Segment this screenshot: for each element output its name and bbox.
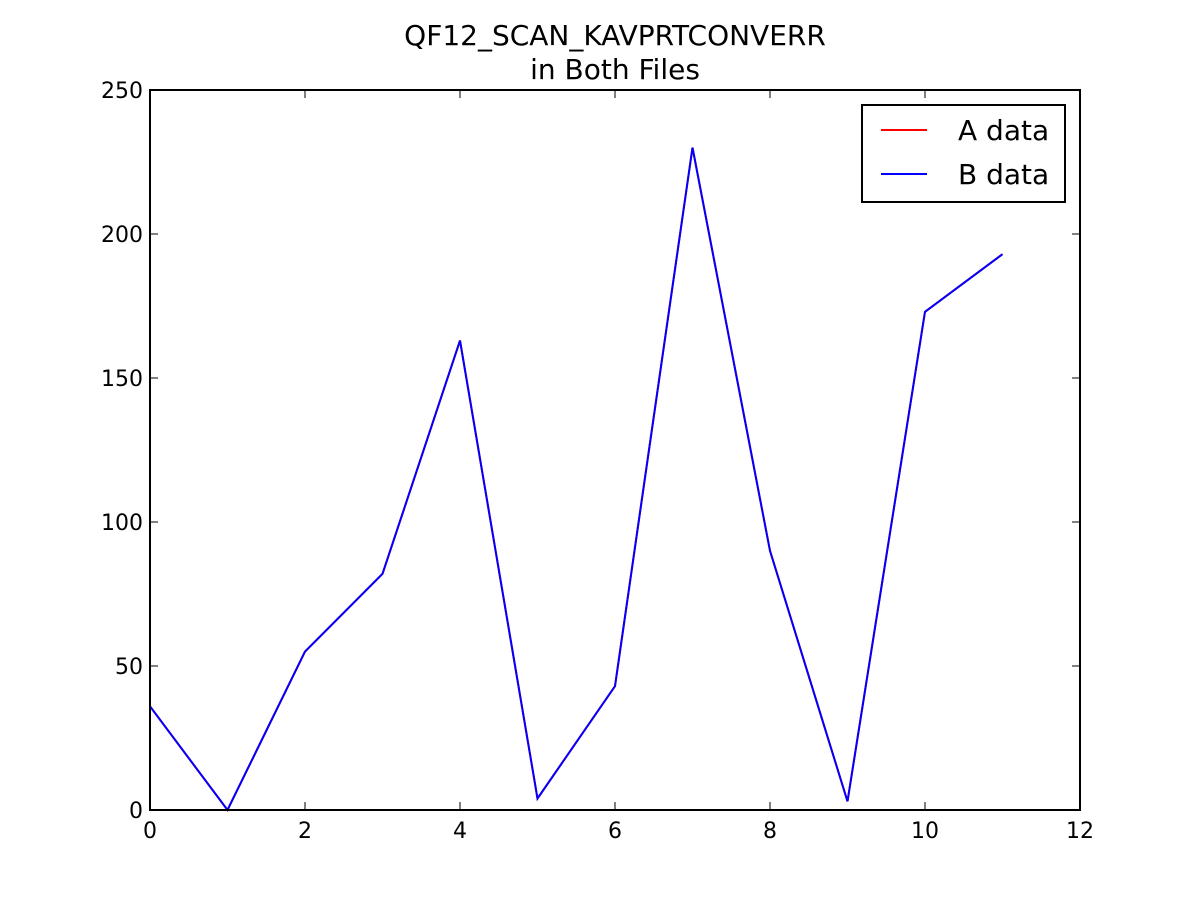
y-tick-label: 200 [101,223,143,248]
x-tick-label: 10 [911,819,939,844]
y-tick-label: 100 [101,511,143,536]
legend-label-b-data: B data [958,158,1049,191]
legend-box [861,104,1066,203]
legend-label-a-data: A data [958,114,1049,147]
series-layer [149,147,1004,812]
axis-ticks: 0 2 4 6 8 10 12 0 50 100 150 200 250 [101,79,1094,844]
y-tick-label: 0 [129,799,143,824]
x-tick-label: 2 [298,819,312,844]
chart-title-line-2: in Both Files [530,53,700,86]
y-tick-label: 50 [115,655,143,680]
plot-frame [149,89,1081,811]
legend: A data B data [861,104,1066,203]
series-line-a-data [149,147,1004,812]
x-tick-label: 0 [143,819,157,844]
x-tick-label: 6 [608,819,622,844]
x-tick-label: 8 [763,819,777,844]
x-tick-label: 12 [1066,819,1094,844]
chart-title-line-1: QF12_SCAN_KAVPRTCONVERR [404,19,826,52]
series-line-b-data [149,147,1004,812]
x-tick-label: 4 [453,819,467,844]
y-tick-label: 250 [101,79,143,104]
y-tick-label: 150 [101,367,143,392]
